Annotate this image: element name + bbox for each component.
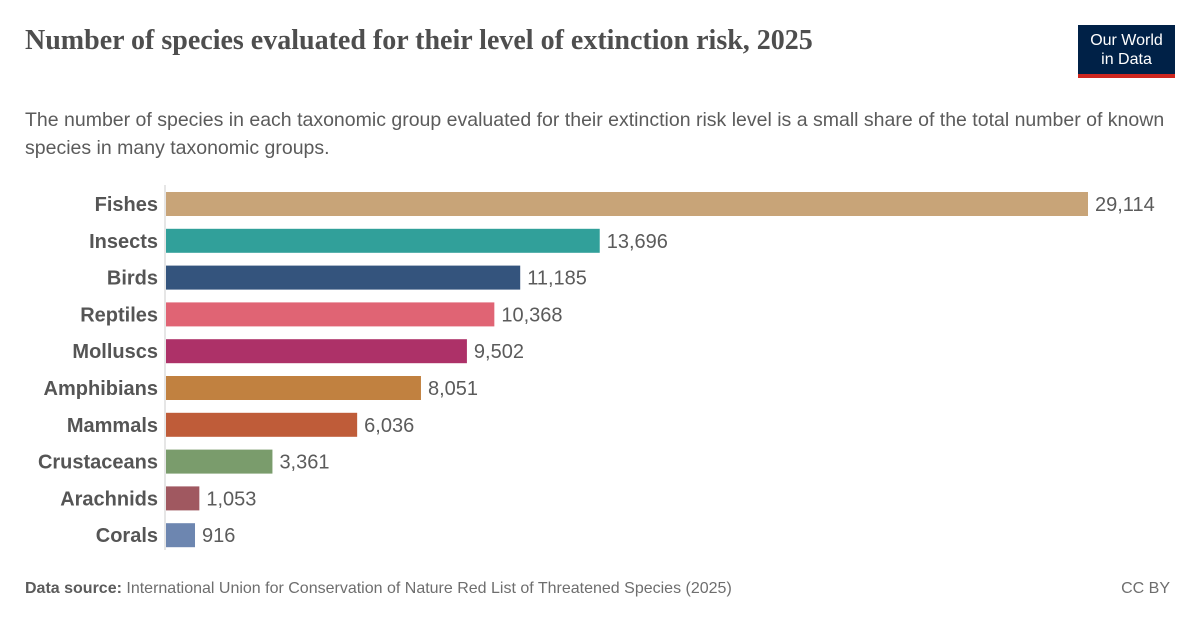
category-label: Mammals <box>67 415 158 437</box>
bar-crustaceans[interactable] <box>166 449 273 474</box>
category-label: Insects <box>89 231 158 253</box>
bar-corals[interactable] <box>166 523 196 548</box>
bar-birds[interactable] <box>166 265 521 290</box>
value-label: 10,368 <box>501 304 562 326</box>
source-text[interactable]: International Union for Conservation of … <box>126 580 732 597</box>
category-label: Amphibians <box>44 378 158 400</box>
category-label: Crustaceans <box>38 452 158 474</box>
value-label: 8,051 <box>428 378 478 400</box>
chart-subtitle: The number of species in each taxonomic … <box>25 109 1165 159</box>
category-label: Reptiles <box>80 304 158 326</box>
bar-fishes[interactable] <box>166 192 1088 216</box>
bar-arachnids[interactable] <box>166 486 200 511</box>
value-label: 29,114 <box>1095 194 1155 216</box>
owid-logo[interactable]: Our World in Data <box>1078 25 1175 78</box>
value-label: 11,185 <box>527 268 587 290</box>
category-label: Fishes <box>95 194 158 216</box>
data-source: Data source: International Union for Con… <box>25 580 732 598</box>
category-label: Birds <box>107 268 158 290</box>
value-label: 6,036 <box>364 415 414 437</box>
bar-molluscs[interactable] <box>166 339 467 364</box>
bar-amphibians[interactable] <box>166 376 421 400</box>
value-label: 916 <box>202 525 235 547</box>
bar-insects[interactable] <box>166 228 600 253</box>
value-label: 13,696 <box>607 231 668 253</box>
chart-title: Number of species evaluated for their le… <box>25 25 813 56</box>
value-label: 1,053 <box>206 488 256 510</box>
bar-reptiles[interactable] <box>166 302 495 327</box>
category-label: Arachnids <box>60 488 158 510</box>
bar-mammals[interactable] <box>166 412 358 437</box>
bar-chart: Fishes 29,114 Insects 13,696 Birds 11,185 Rept… <box>38 185 1155 550</box>
category-label: Corals <box>96 525 158 547</box>
logo-text: Our World in Data <box>1090 32 1163 68</box>
value-label: 3,361 <box>279 452 329 474</box>
value-label: 9,502 <box>474 341 524 363</box>
category-label: Molluscs <box>72 341 158 363</box>
source-label: Data source: <box>25 580 122 597</box>
license-link[interactable]: CC BY <box>1121 580 1170 597</box>
